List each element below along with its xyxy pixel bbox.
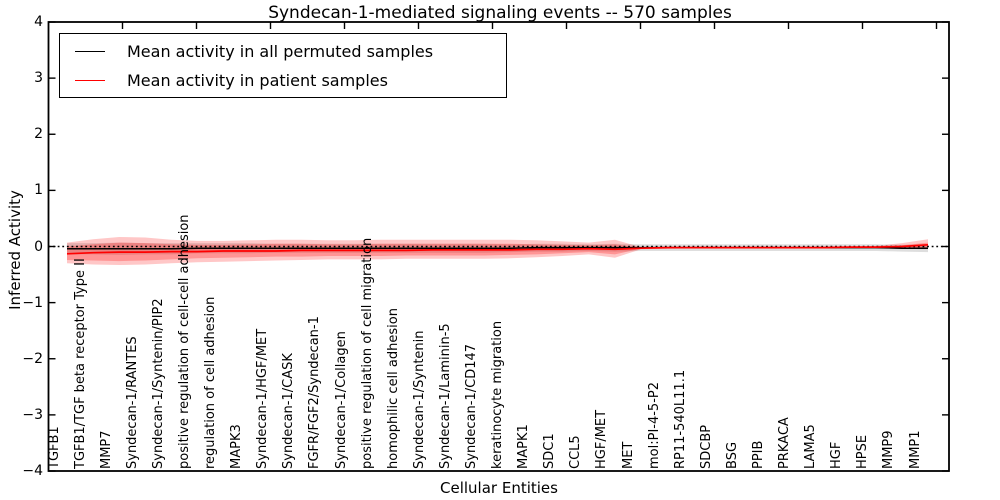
x-tick-label: positive regulation of cell-cell adhesio… xyxy=(176,214,192,469)
y-tick-label: 1 xyxy=(34,182,43,199)
x-tick-label: MMP1 xyxy=(907,430,923,469)
x-tick-label: MMP9 xyxy=(881,430,897,469)
x-axis-label: Cellular Entities xyxy=(440,479,558,497)
legend: Mean activity in all permuted samples Me… xyxy=(59,33,507,98)
legend-label: Mean activity in all permuted samples xyxy=(127,41,434,61)
legend-label: Mean activity in patient samples xyxy=(127,70,388,90)
x-tick-label: PRKACA xyxy=(777,417,793,469)
x-tick-label: LAMA5 xyxy=(803,424,819,469)
x-tick-label: HPSE xyxy=(855,434,871,469)
x-tick-label: Syndecan-1/Collagen xyxy=(333,331,349,469)
x-tick-label: BSG xyxy=(724,441,740,469)
x-tick-label: MMP7 xyxy=(98,430,114,469)
x-tick-label: MAPK1 xyxy=(516,424,532,469)
x-tick-label: HGF/MET xyxy=(594,409,610,469)
x-tick-label: TGFB1/TGF beta receptor Type II xyxy=(72,258,88,469)
legend-line-sample-red xyxy=(75,79,105,81)
y-tick-label: −2 xyxy=(22,350,43,367)
y-tick-label: −1 xyxy=(22,294,43,311)
x-tick-label: Syndecan-1/Syntenin xyxy=(411,330,427,470)
patient-mean-line xyxy=(66,243,929,255)
x-tick-label: mol:PI-4-5-P2 xyxy=(646,381,662,469)
y-tick-label: −4 xyxy=(22,463,43,479)
legend-item-permuted: Mean activity in all permuted samples xyxy=(60,37,506,66)
chart-title: Syndecan-1-mediated signaling events -- … xyxy=(268,3,732,23)
x-tick-label: FGFR/FGF2/Syndecan-1 xyxy=(307,316,323,469)
x-tick-label: PPIB xyxy=(750,440,766,469)
x-tick-label: positive regulation of cell migration xyxy=(359,237,375,469)
x-tick-label: HGF xyxy=(829,441,845,469)
x-tick-label: Syndecan-1/HGF/MET xyxy=(255,328,271,469)
x-tick-label: regulation of cell adhesion xyxy=(203,296,219,469)
x-tick-label: homophilic cell adhesion xyxy=(385,308,401,469)
x-tick-label: Syndecan-1/RANTES xyxy=(124,336,140,469)
x-tick-label: MAPK3 xyxy=(229,424,245,469)
y-tick-label: 2 xyxy=(34,126,43,143)
legend-item-patient: Mean activity in patient samples xyxy=(60,66,506,95)
x-tick-label: Syndecan-1/Laminin-5 xyxy=(437,323,453,469)
x-tick-label: keratinocyte migration xyxy=(490,320,506,469)
x-tick-label: SDC1 xyxy=(542,433,558,469)
x-tick-label: RP11-540L11.1 xyxy=(672,369,688,469)
x-tick-label: SDCBP xyxy=(698,424,714,469)
x-tick-label: Syndecan-1/CD147 xyxy=(463,343,479,469)
y-tick-label: 3 xyxy=(34,70,43,87)
legend-line-sample-black xyxy=(75,50,105,52)
x-tick-label: CCL5 xyxy=(568,435,584,469)
patient-band-outer xyxy=(67,237,928,265)
x-tick-label: Syndecan-1/CASK xyxy=(281,353,297,469)
y-tick-label: −3 xyxy=(22,406,43,423)
x-tick-label: MET xyxy=(620,441,636,469)
y-tick-label: 4 xyxy=(34,14,43,30)
x-tick-label: TGFB1 xyxy=(46,426,62,469)
x-tick-label: Syndecan-1/Syntenin/PIP2 xyxy=(150,298,166,469)
y-tick-label: 0 xyxy=(34,238,43,255)
